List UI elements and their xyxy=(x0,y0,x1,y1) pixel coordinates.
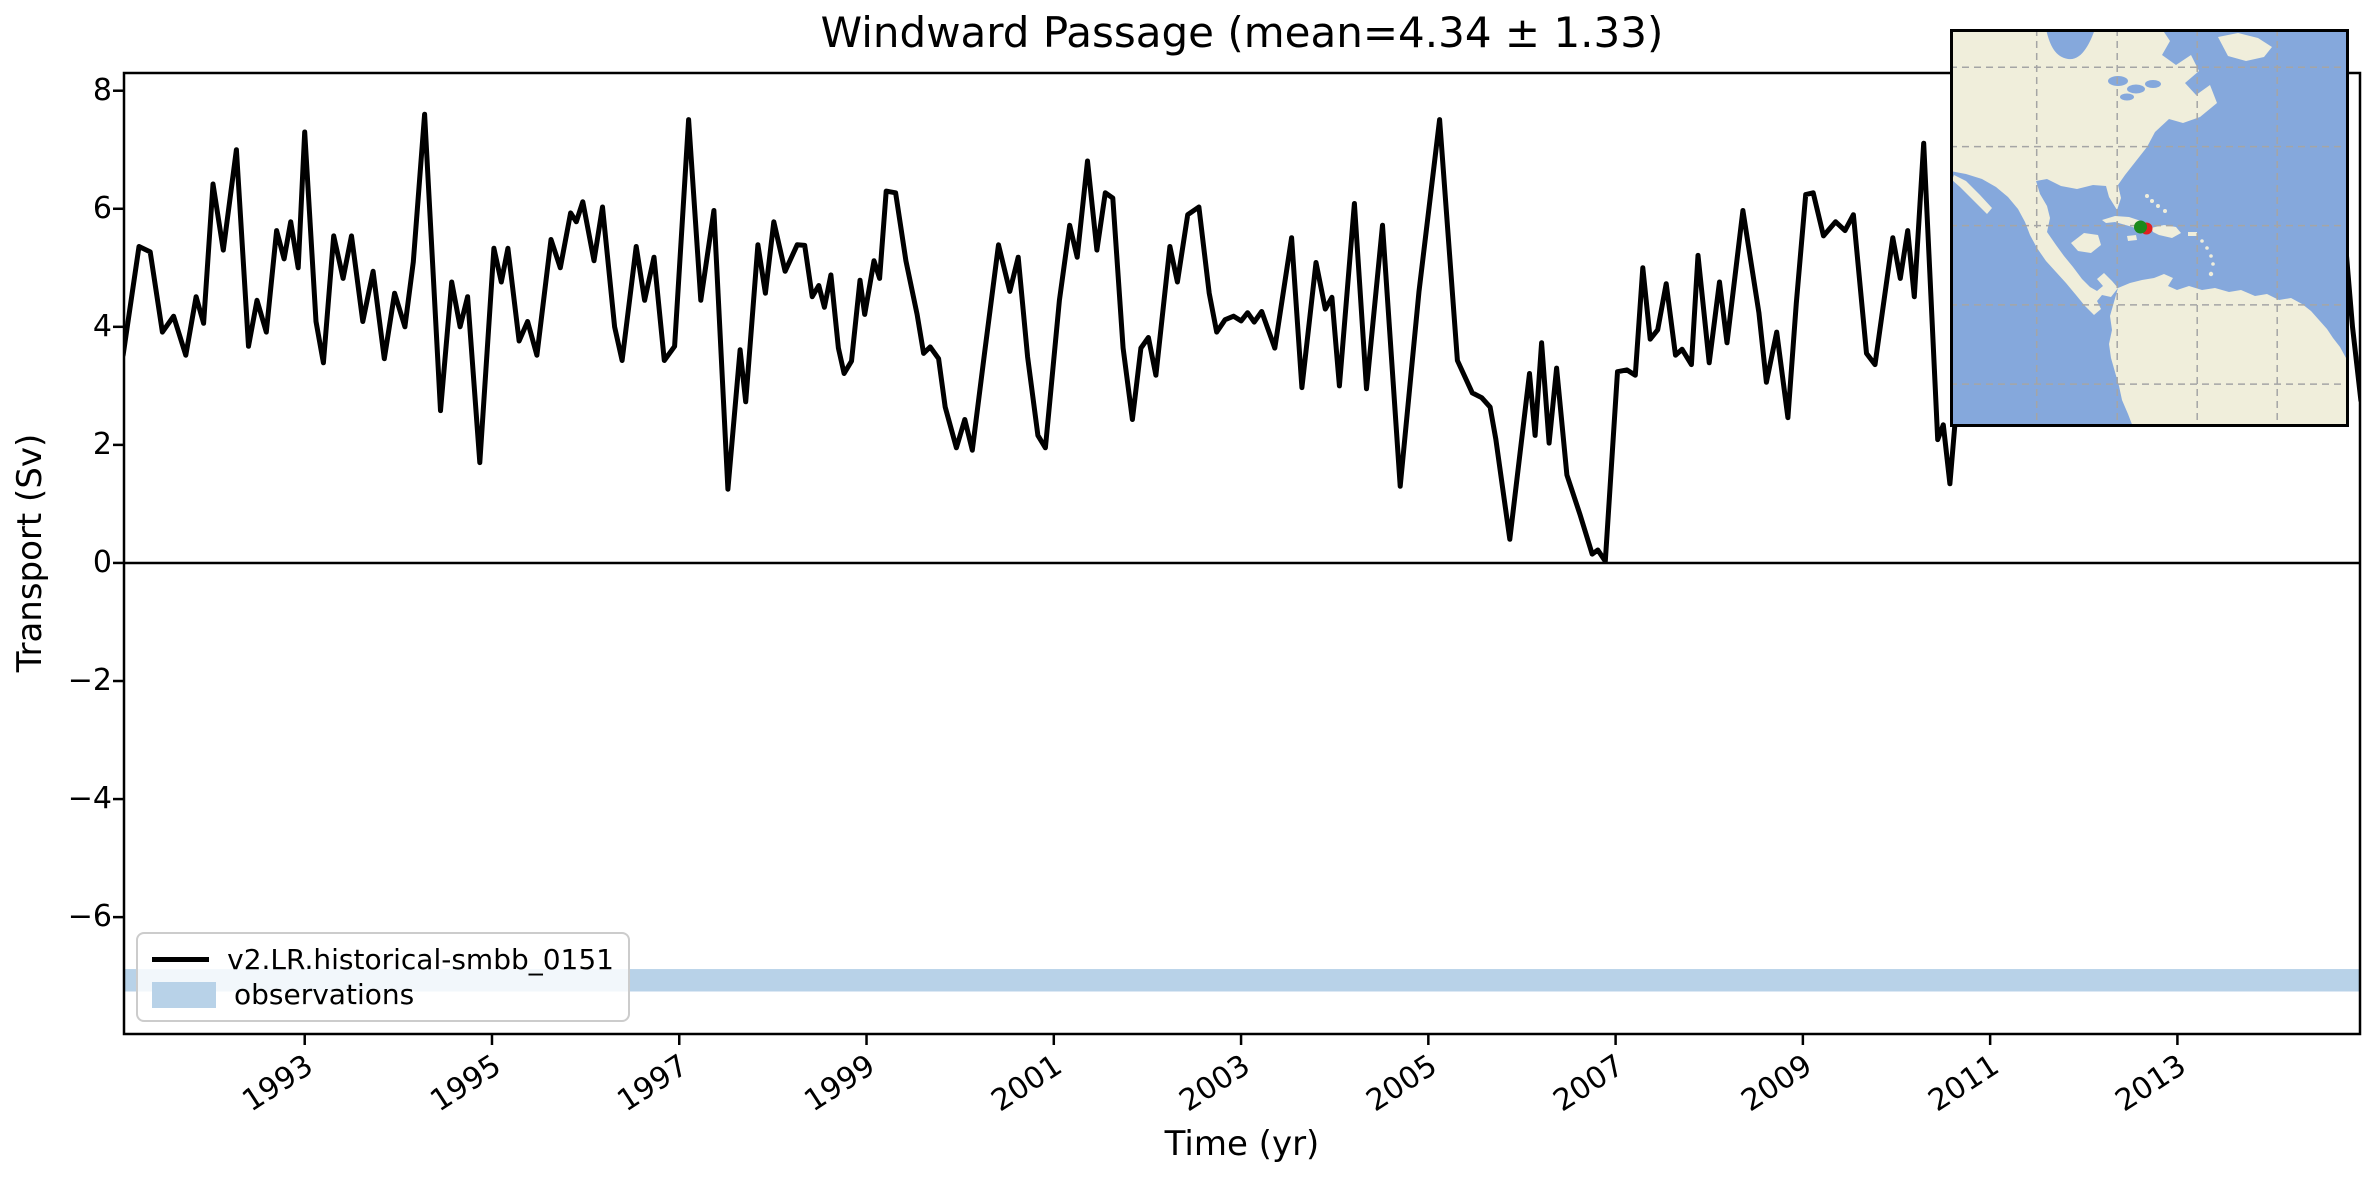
bahamas-islet xyxy=(2145,194,2149,198)
greenland-shape xyxy=(2218,33,2272,61)
legend: v2.LR.historical-smbb_0151 observations xyxy=(136,932,630,1022)
x-axis-label: Time (yr) xyxy=(1164,1124,1320,1164)
y-tick-label: 2 xyxy=(92,426,112,462)
antilles-islet xyxy=(2205,246,2209,250)
map-gridlines xyxy=(1950,29,2349,427)
antilles-islet xyxy=(2211,262,2215,266)
bahamas-islet xyxy=(2150,199,2154,203)
south-america-shape xyxy=(2109,274,2349,427)
y-tick-label: −4 xyxy=(67,781,112,817)
trinidad-islet xyxy=(2208,271,2214,277)
puerto-rico-shape xyxy=(2188,232,2197,236)
north-america-shape xyxy=(1950,29,2217,315)
lake-shape xyxy=(2120,93,2134,101)
legend-item-observations: observations xyxy=(152,977,614,1012)
observations-band xyxy=(124,969,2360,992)
observations-patch-swatch xyxy=(152,981,216,1008)
baja-california-shape xyxy=(1952,175,1992,214)
antilles-islet xyxy=(2209,254,2213,258)
jamaica-shape xyxy=(2127,235,2137,241)
y-tick-label: 8 xyxy=(92,72,112,108)
y-tick-label: 6 xyxy=(92,190,112,226)
legend-label-observations: observations xyxy=(234,977,415,1011)
great-lakes xyxy=(2108,76,2161,101)
legend-item-model: v2.LR.historical-smbb_0151 xyxy=(152,942,614,977)
station-marker-model-green xyxy=(2134,220,2147,234)
map-landmasses xyxy=(1950,29,2349,427)
lake-shape xyxy=(2108,76,2128,86)
lake-shape xyxy=(2127,84,2145,94)
hispaniola-shape xyxy=(2151,225,2181,238)
antilles-islet xyxy=(2200,239,2204,243)
y-tick-label: −2 xyxy=(67,663,112,698)
bahamas-islet xyxy=(2163,209,2167,213)
map-border xyxy=(1950,29,2349,427)
y-tick-label: 0 xyxy=(92,544,112,580)
model-line-swatch xyxy=(152,957,210,962)
bahamas-islet xyxy=(2156,204,2160,208)
lake-shape xyxy=(2145,80,2161,88)
y-tick-label: −6 xyxy=(67,899,112,935)
inset-locator-map xyxy=(1950,29,2349,427)
legend-label-model: v2.LR.historical-smbb_0151 xyxy=(227,942,614,976)
y-tick-label: 4 xyxy=(92,308,112,344)
yucatan-shape xyxy=(2071,233,2101,253)
page-title: Windward Passage (mean=4.34 ± 1.33) xyxy=(820,8,1664,57)
